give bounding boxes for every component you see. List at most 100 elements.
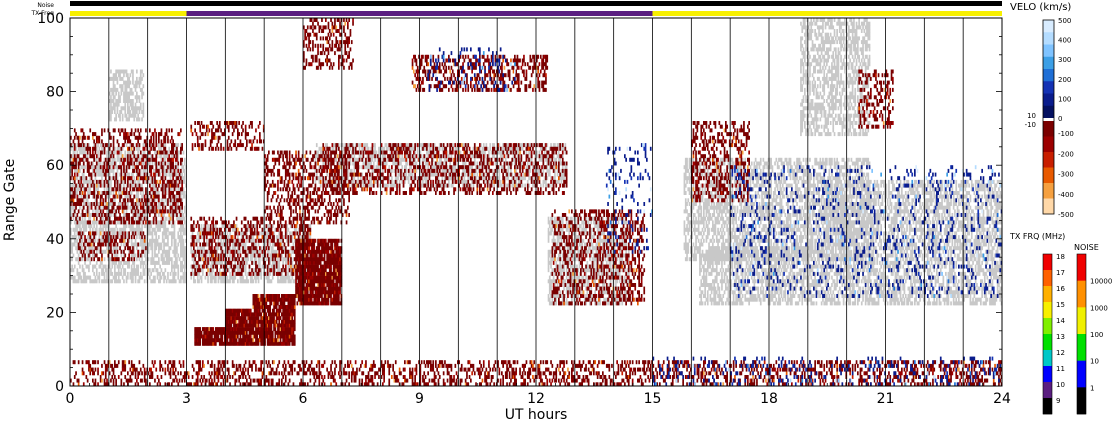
data-cell [208,253,211,258]
data-cell [274,260,277,265]
data-cell [181,249,183,254]
data-cell [173,275,176,280]
data-cell [224,279,226,284]
data-cell [725,213,727,217]
data-cell [143,279,146,284]
data-cell [271,275,274,280]
data-cell [401,165,404,170]
data-cell [90,235,93,240]
data-cell [119,279,121,284]
data-cell [218,253,221,258]
data-cell [106,220,108,225]
data-cell [110,257,112,262]
data-cell [735,179,737,184]
data-cell [740,202,743,206]
data-cell [731,209,734,214]
data-cell [734,231,736,236]
data-cell [366,146,369,151]
data-cell [453,168,455,173]
data-cell [79,168,81,173]
data-cell [740,183,743,188]
data-cell [138,213,141,217]
data-cell [560,143,563,148]
data-cell [266,257,269,262]
data-cell [70,227,72,232]
data-cell [108,99,111,103]
data-cell [721,187,723,192]
data-cell [183,172,186,177]
data-cell [692,216,695,221]
data-cell [128,84,130,89]
data-cell [546,176,549,181]
data-cell [180,179,182,184]
data-cell [120,150,123,155]
data-cell [703,209,705,214]
data-cell [182,242,185,247]
data-cell [498,179,501,184]
data-cell [124,106,127,111]
data-cell [229,264,231,269]
data-cell [151,231,154,236]
data-cell [133,209,136,214]
data-cell [121,198,124,203]
data-cell [239,268,242,273]
data-cell [94,202,97,206]
data-cell [167,235,169,240]
data-cell [152,183,155,188]
data-cell [199,227,202,232]
data-cell [103,275,106,280]
data-cell [521,183,524,188]
data-cell [233,257,235,262]
data-cell [132,76,134,81]
data-cell [524,183,526,188]
data-cell [117,146,120,151]
data-cell [137,202,139,206]
data-cell [84,275,86,280]
data-cell [506,143,508,148]
data-cell [269,271,271,276]
data-cell [424,146,427,151]
data-cell [404,157,406,162]
data-cell [243,257,246,262]
data-cell [136,202,138,206]
data-cell [124,84,127,89]
data-cell [548,183,551,188]
data-cell [180,231,182,236]
data-cell [318,165,321,170]
data-cell [102,172,105,177]
data-cell [72,268,75,273]
data-cell [723,242,726,247]
data-cell [79,205,81,210]
data-cell [234,249,237,254]
data-cell [150,238,152,243]
data-cell [82,231,85,236]
data-cell [92,202,94,206]
data-cell [506,168,508,173]
data-cell [315,154,318,159]
data-cell [259,264,261,269]
data-cell [172,198,174,203]
data-cell [697,220,700,225]
data-cell [423,157,426,162]
data-cell [108,172,111,177]
data-cell [279,238,282,243]
data-cell [134,187,137,192]
data-cell [123,209,125,214]
data-cell [139,242,142,247]
data-cell [141,91,143,96]
data-cell [708,231,710,236]
data-cell [147,154,150,159]
data-cell [743,209,745,214]
data-cell [142,143,145,148]
data-cell [124,271,127,276]
data-cell [385,146,388,151]
data-cell [86,257,89,262]
data-cell [270,264,273,269]
data-cell [174,146,177,151]
data-cell [117,279,120,284]
data-cell [242,231,244,236]
data-cell [136,95,138,100]
data-cell [240,231,243,236]
data-cell [82,157,85,162]
data-cell [371,168,374,173]
